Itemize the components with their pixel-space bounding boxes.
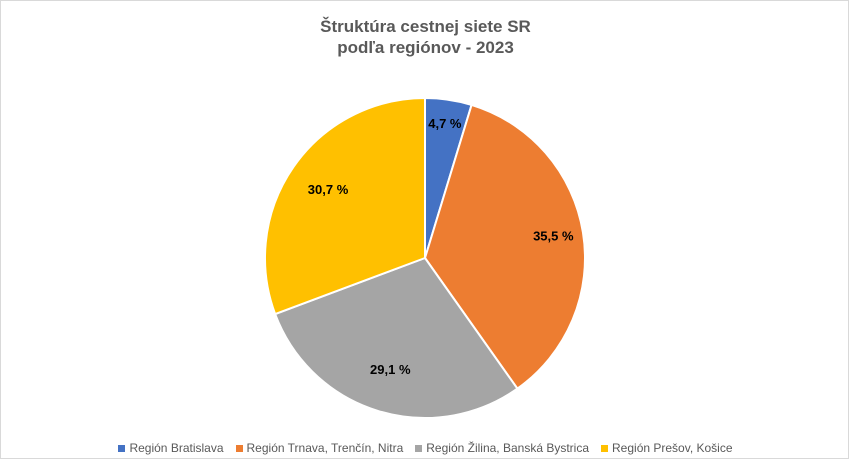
- pie-slice-2: [423, 103, 586, 391]
- legend-item-1: Región Bratislava: [118, 441, 224, 455]
- pie-slice-4: [264, 96, 426, 316]
- data-label-4: 30,7 %: [308, 182, 349, 197]
- legend-label-3: Región Žilina, Banská Bystrica: [426, 441, 590, 455]
- legend-item-2: Región Trnava, Trenčín, Nitra: [235, 441, 404, 455]
- legend-swatch-2: [235, 444, 243, 452]
- legend-label-4: Región Prešov, Košice: [612, 441, 733, 455]
- legend-swatch-1: [118, 444, 126, 452]
- chart-title: Štruktúra cestnej siete SR podľa regióno…: [1, 16, 849, 58]
- data-label-1: 4,7 %: [428, 116, 462, 131]
- chart-title-line-2: podľa regiónov - 2023: [337, 38, 514, 57]
- legend-swatch-3: [415, 444, 423, 452]
- legend-item-4: Región Prešov, Košice: [601, 441, 733, 455]
- chart-title-line-1: Štruktúra cestnej siete SR: [320, 17, 531, 36]
- data-label-3: 29,1 %: [370, 362, 411, 377]
- legend-swatch-4: [601, 444, 609, 452]
- chart-legend: Región Bratislava Región Trnava, Trenčín,…: [1, 441, 849, 455]
- pie-slice-3: [273, 256, 519, 419]
- data-label-2: 35,5 %: [533, 229, 574, 244]
- legend-label-1: Región Bratislava: [129, 441, 224, 455]
- legend-item-3: Región Žilina, Banská Bystrica: [415, 441, 589, 455]
- legend-label-2: Región Trnava, Trenčín, Nitra: [246, 441, 404, 455]
